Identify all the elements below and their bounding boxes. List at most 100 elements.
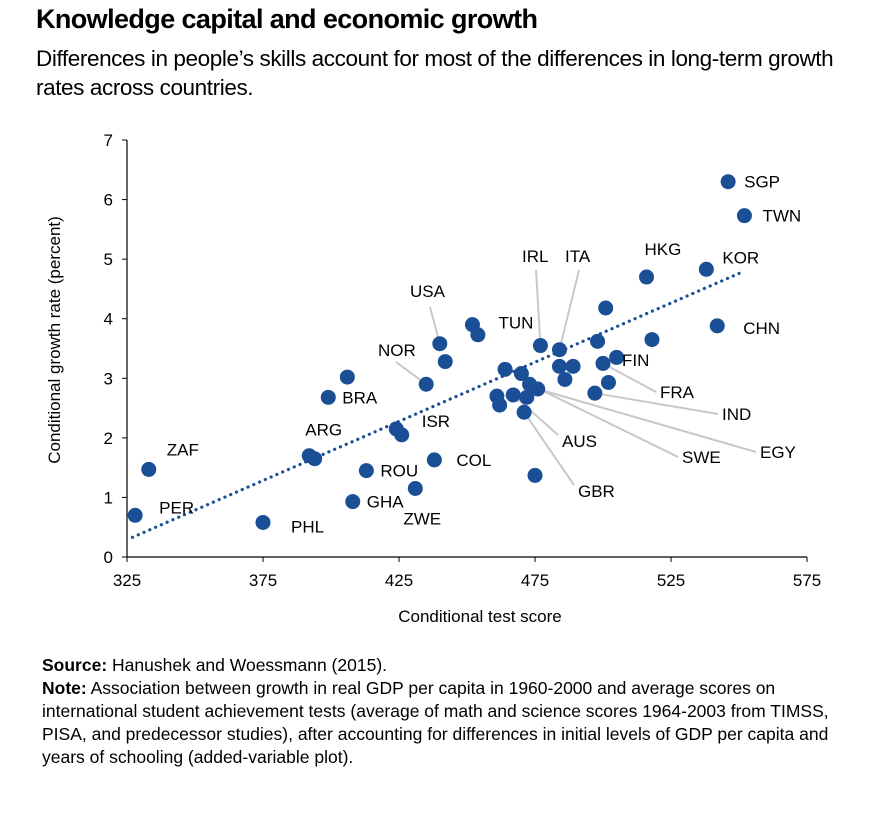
y-tick-label: 0 bbox=[104, 548, 113, 567]
x-tick-label: 375 bbox=[249, 571, 277, 590]
point-label-phl: PHL bbox=[291, 517, 324, 536]
point-label-col: COL bbox=[456, 451, 491, 470]
point-label-isr: ISR bbox=[422, 412, 450, 431]
data-point-irl bbox=[532, 338, 548, 354]
point-label-aus: AUS bbox=[562, 432, 597, 451]
trendline bbox=[130, 269, 747, 539]
x-tick-label: 525 bbox=[657, 571, 685, 590]
data-point bbox=[492, 397, 508, 413]
data-point-col bbox=[426, 452, 442, 468]
data-point bbox=[527, 467, 543, 483]
leader-line-ind bbox=[594, 392, 719, 415]
data-point bbox=[497, 361, 513, 377]
data-points bbox=[127, 174, 752, 530]
y-axis-label: Conditional growth rate (percent) bbox=[45, 216, 64, 464]
data-point bbox=[437, 354, 453, 370]
point-label-nor: NOR bbox=[378, 341, 416, 360]
x-tick-label: 325 bbox=[113, 571, 141, 590]
data-point bbox=[519, 389, 535, 405]
point-label-twn: TWN bbox=[762, 207, 801, 226]
data-point-fin bbox=[609, 349, 625, 365]
point-labels: SGP TWN KOR HKG CHN FIN FRA IND ITA IRL SWE EGY AUS G… bbox=[159, 173, 801, 537]
leader-line-swe bbox=[529, 383, 679, 458]
point-label-fin: FIN bbox=[622, 351, 649, 370]
source-line: Source: Hanushek and Woessmann (2015). bbox=[42, 654, 862, 677]
leader-line-fra bbox=[602, 362, 657, 393]
point-label-sgp: SGP bbox=[744, 173, 780, 192]
data-point-hkg bbox=[639, 269, 655, 285]
data-point bbox=[307, 451, 323, 467]
data-point-per bbox=[127, 507, 143, 523]
data-point-gbr bbox=[516, 404, 532, 420]
data-point bbox=[339, 369, 355, 385]
point-label-ind: IND bbox=[722, 405, 751, 424]
chart-title: Knowledge capital and economic growth bbox=[36, 4, 538, 34]
data-point-aus bbox=[505, 387, 521, 403]
point-label-hkg: HKG bbox=[645, 240, 682, 259]
note-label: Note: bbox=[42, 678, 87, 698]
data-point-ind bbox=[587, 385, 603, 401]
point-label-arg: ARG bbox=[305, 421, 342, 440]
y-tick-label: 2 bbox=[104, 429, 113, 448]
data-point bbox=[590, 333, 606, 349]
point-label-gbr: GBR bbox=[578, 482, 615, 501]
data-point-bra bbox=[320, 389, 336, 405]
point-label-per: PER bbox=[159, 498, 194, 517]
point-label-rou: ROU bbox=[380, 462, 418, 481]
data-point-sgp bbox=[720, 174, 736, 190]
data-point-gha bbox=[345, 494, 361, 510]
point-label-chn: CHN bbox=[743, 319, 780, 338]
data-point bbox=[513, 366, 529, 382]
point-label-tun: TUN bbox=[498, 314, 533, 333]
data-point-zwe bbox=[407, 480, 423, 496]
y-tick-label: 4 bbox=[104, 310, 113, 329]
y-tick-label: 5 bbox=[104, 250, 113, 269]
y-tick-label: 6 bbox=[104, 191, 113, 210]
data-point-usa bbox=[432, 336, 448, 352]
leader-line-ita bbox=[558, 269, 580, 350]
point-label-kor: KOR bbox=[722, 248, 759, 267]
source-label: Source: bbox=[42, 655, 108, 675]
data-point-phl bbox=[255, 514, 271, 530]
point-label-usa: USA bbox=[410, 282, 446, 301]
chart-axes: 0 1 2 3 4 5 6 7 325 375 425 475 525 575 bbox=[104, 131, 822, 590]
point-label-zwe: ZWE bbox=[403, 509, 441, 528]
point-label-fra: FRA bbox=[660, 383, 695, 402]
data-point-twn bbox=[736, 208, 752, 224]
data-point-fra bbox=[595, 355, 611, 371]
data-point bbox=[551, 358, 567, 374]
y-tick-label: 7 bbox=[104, 131, 113, 150]
point-label-zaf: ZAF bbox=[167, 440, 199, 459]
point-label-irl: IRL bbox=[522, 247, 548, 266]
leader-line-gbr bbox=[523, 411, 575, 486]
y-tick-label: 3 bbox=[104, 369, 113, 388]
chart-subtitle: Differences in people’s skills account f… bbox=[36, 46, 834, 100]
data-point bbox=[600, 374, 616, 390]
point-label-gha: GHA bbox=[367, 493, 405, 512]
note-text: Association between growth in real GDP p… bbox=[42, 678, 829, 767]
leader-line-irl bbox=[535, 269, 542, 346]
data-point-ita bbox=[551, 342, 567, 358]
data-point bbox=[565, 358, 581, 374]
x-tick-label: 475 bbox=[521, 571, 549, 590]
chart-notes: Source: Hanushek and Woessmann (2015). N… bbox=[42, 654, 862, 769]
data-point-nor bbox=[418, 376, 434, 392]
x-axis-label: Conditional test score bbox=[398, 607, 561, 626]
leader-line-egy bbox=[537, 388, 757, 453]
source-text: Hanushek and Woessmann (2015). bbox=[112, 655, 388, 675]
data-point bbox=[388, 421, 404, 437]
data-point-egy bbox=[530, 381, 546, 397]
data-point bbox=[598, 300, 614, 316]
data-point-rou bbox=[358, 463, 374, 479]
x-tick-label: 575 bbox=[793, 571, 821, 590]
data-point-chn bbox=[709, 318, 725, 334]
x-tick-label: 425 bbox=[385, 571, 413, 590]
point-label-bra: BRA bbox=[342, 388, 378, 407]
note-line: Note: Association between growth in real… bbox=[42, 677, 862, 769]
y-tick-label: 1 bbox=[104, 488, 113, 507]
point-label-ita: ITA bbox=[565, 247, 591, 266]
data-point-zaf bbox=[141, 461, 157, 477]
data-point bbox=[644, 332, 660, 348]
data-point bbox=[470, 327, 486, 343]
